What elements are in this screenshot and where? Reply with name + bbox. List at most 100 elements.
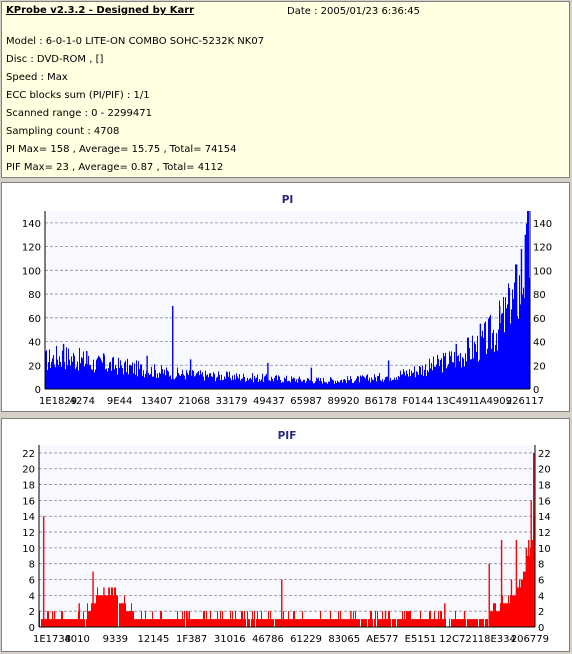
pi-bar — [504, 332, 505, 389]
pi-bar — [218, 371, 219, 389]
pif-bar — [479, 619, 480, 627]
pi-bar — [474, 341, 475, 389]
pi-bar — [277, 380, 278, 389]
pif-bar — [260, 619, 261, 627]
pi-spike — [310, 367, 313, 389]
pi-xtick: 21068 — [178, 396, 210, 407]
pif-ytick-right: 12 — [538, 528, 551, 539]
pif-bar — [503, 603, 504, 627]
pif-bar — [61, 611, 62, 627]
pif-bar — [371, 611, 372, 627]
pi-bar — [56, 345, 57, 389]
pif-bar — [196, 619, 197, 627]
pif-bar — [309, 619, 310, 627]
pi-bar — [69, 359, 70, 389]
pif-bar — [210, 611, 211, 627]
pi-xtick: 1A4909 — [473, 396, 512, 407]
pif-bar — [393, 619, 394, 627]
pif-bar — [232, 611, 233, 627]
pif-bar — [166, 619, 167, 627]
pif-bar — [180, 619, 181, 627]
pi-bar — [279, 376, 280, 389]
pif-bar — [509, 603, 510, 627]
pif-bar — [218, 619, 219, 627]
pi-bar — [298, 378, 299, 389]
pi-bar — [101, 360, 102, 389]
pif-bar — [100, 595, 101, 627]
pi-bar — [166, 367, 167, 389]
pif-bar — [259, 619, 260, 627]
pif-bar — [238, 619, 239, 627]
pi-bar — [349, 380, 350, 389]
pif-bar — [432, 619, 433, 627]
pif-bar — [97, 587, 98, 627]
pi-bar — [222, 380, 223, 389]
pi-bar — [178, 372, 179, 389]
pif-bar — [314, 619, 315, 627]
pi-bar — [61, 366, 62, 389]
pif-bar — [298, 619, 299, 627]
pi-bar — [473, 358, 474, 389]
pif-bar — [256, 619, 257, 627]
scan-date: Date : 2005/01/23 6:36:45 — [287, 6, 420, 17]
pi-bar — [242, 378, 243, 389]
pi-spike — [508, 288, 511, 389]
pi-bar — [332, 379, 333, 389]
pif-bar — [296, 619, 297, 627]
pif-bar — [235, 611, 236, 627]
pi-bar — [150, 374, 151, 389]
pi-bar — [58, 364, 59, 389]
speed-line: Speed : Max — [6, 72, 68, 83]
pif-bar — [339, 619, 340, 627]
pif-bar — [316, 619, 317, 627]
model-line: Model : 6-0-1-0 LITE-ON COMBO SOHC-5232K… — [6, 36, 265, 47]
pi-bar — [121, 365, 122, 389]
pi-bar — [167, 370, 168, 389]
pif-bar — [77, 619, 78, 627]
pif-bar — [42, 619, 43, 627]
pi-bar — [339, 382, 340, 389]
pi-bar — [112, 357, 113, 389]
pi-bar — [151, 366, 152, 389]
pif-bar — [434, 611, 435, 627]
pi-bar — [477, 335, 478, 389]
pi-bar — [254, 375, 255, 389]
pi-bar — [355, 380, 356, 389]
pif-bar — [510, 595, 511, 627]
pif-ytick-right: 14 — [538, 512, 551, 523]
pi-bar — [422, 365, 423, 389]
pif-bar — [456, 619, 457, 627]
pi-bar — [94, 372, 95, 389]
pi-bar — [330, 377, 331, 389]
pif-bar — [266, 619, 267, 627]
pif-bar — [113, 595, 114, 627]
pif-bar — [140, 619, 141, 627]
pi-bar — [363, 376, 364, 389]
pi-bar — [155, 369, 156, 389]
pif-xtick: E5151 — [405, 634, 437, 645]
pif-bar — [353, 611, 354, 627]
pi-bar — [469, 348, 470, 389]
pi-bar — [380, 380, 381, 389]
pi-bar — [228, 376, 229, 389]
pi-bar — [287, 381, 288, 389]
pif-bar — [190, 619, 191, 627]
pi-bar — [223, 379, 224, 389]
pi-bar — [491, 348, 492, 389]
pif-bar — [427, 619, 428, 627]
pi-bar — [500, 323, 501, 389]
pif-ytick-left: 18 — [22, 481, 35, 492]
pi-bar — [501, 313, 502, 389]
pi-bar — [106, 368, 107, 389]
pi-bar — [175, 377, 176, 389]
pi-bar — [217, 376, 218, 389]
pif-bar — [486, 619, 487, 627]
pi-bar — [153, 376, 154, 389]
pif-bar — [394, 619, 395, 627]
pif-bar — [148, 619, 149, 627]
pi-bar — [417, 372, 418, 389]
pi-bar — [458, 355, 459, 389]
pi-bar — [397, 379, 398, 389]
pif-bar — [430, 611, 431, 627]
